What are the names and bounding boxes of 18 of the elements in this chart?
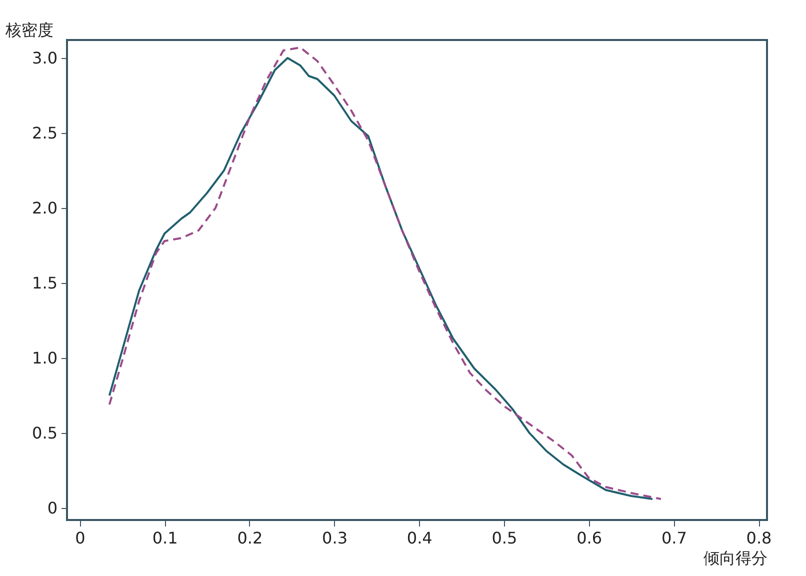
x-tick-label: 0.7 [661,528,687,548]
y-tick-label: 0.5 [32,424,58,442]
x-tick-label: 0 [75,528,86,548]
y-tick-label: 3.0 [32,48,58,68]
y-tick-label: 2.5 [32,124,58,142]
y-tick-label: 1.5 [32,274,58,292]
y-tick-label: 1.0 [32,348,58,368]
x-tick-label: 0.8 [746,528,772,548]
x-axis-title: 倾向得分 [704,548,768,568]
x-tick-label: 0.2 [237,528,263,548]
y-tick-label: 0 [47,498,58,518]
x-tick-label: 0.3 [322,528,348,548]
y-axis-title: 核密度 [4,20,54,40]
x-tick-label: 0.6 [576,528,602,548]
x-tick-label: 0.1 [152,528,178,548]
y-tick-label: 2.0 [32,198,58,218]
x-tick-label: 0.5 [492,528,518,548]
x-tick-label: 0.4 [406,528,432,548]
